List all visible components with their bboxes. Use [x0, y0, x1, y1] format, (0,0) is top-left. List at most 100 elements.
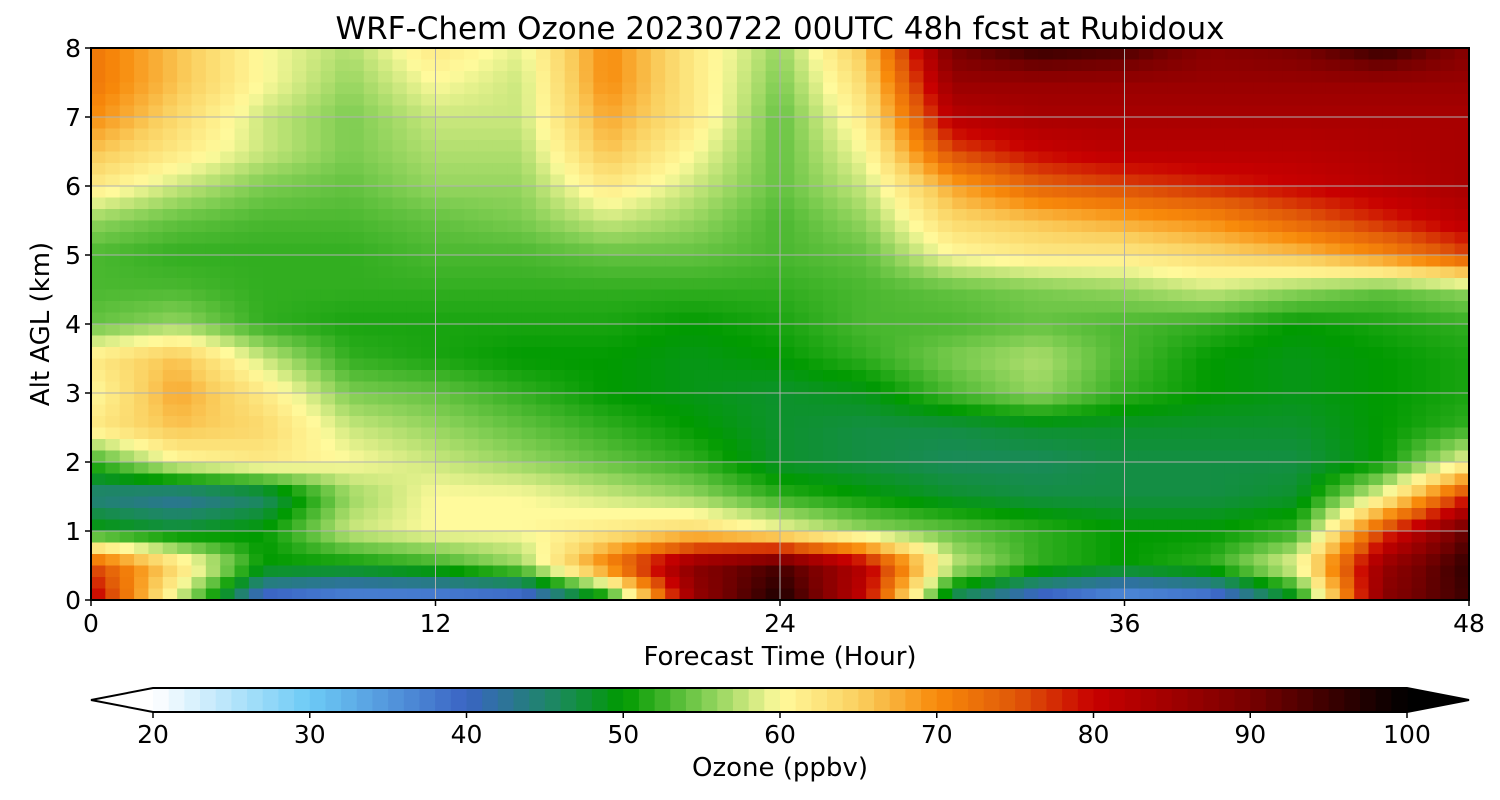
heatmap-cell	[607, 117, 623, 130]
heatmap-cell	[780, 519, 795, 532]
heatmap-cell	[866, 531, 882, 544]
heatmap-cell	[823, 531, 839, 544]
heatmap-cell	[1397, 174, 1413, 187]
heatmap-cell	[177, 163, 193, 176]
heatmap-cell	[593, 565, 609, 578]
heatmap-cell	[823, 174, 839, 187]
heatmap-cell	[177, 232, 193, 245]
heatmap-cell	[1239, 473, 1255, 486]
heatmap-cell	[1296, 324, 1312, 337]
heatmap-cell	[880, 266, 896, 279]
heatmap-cell	[880, 105, 896, 118]
heatmap-cell	[550, 48, 566, 61]
heatmap-cell	[1167, 485, 1183, 498]
heatmap-cell	[837, 266, 853, 279]
heatmap-cell	[622, 151, 638, 164]
heatmap-cell	[966, 117, 982, 130]
heatmap-cell	[1124, 577, 1140, 590]
heatmap-cell	[378, 163, 394, 176]
heatmap-cell	[521, 370, 537, 383]
heatmap-cell	[507, 266, 523, 279]
heatmap-cell	[119, 117, 135, 130]
heatmap-cell	[134, 508, 150, 521]
heatmap-cell	[1282, 82, 1298, 95]
heatmap-cell	[1382, 393, 1398, 406]
heatmap-cell	[736, 565, 752, 578]
heatmap-cell	[837, 243, 853, 256]
heatmap-cell	[162, 48, 178, 61]
heatmap-cell	[1368, 450, 1384, 463]
heatmap-cell	[1167, 232, 1183, 245]
heatmap-cell	[378, 71, 394, 84]
heatmap-cell	[995, 59, 1011, 72]
heatmap-cell	[406, 289, 422, 302]
heatmap-cell	[564, 439, 580, 452]
heatmap-cell	[1411, 312, 1427, 325]
heatmap-cell	[622, 404, 638, 417]
heatmap-cell	[866, 542, 882, 555]
heatmap-cell	[1038, 508, 1054, 521]
heatmap-cell	[1397, 163, 1413, 176]
heatmap-cell	[1081, 151, 1097, 164]
heatmap-cell	[1196, 554, 1212, 567]
heatmap-cell	[923, 519, 939, 532]
heatmap-cell	[722, 462, 738, 475]
heatmap-cell	[1382, 335, 1398, 348]
heatmap-cell	[622, 519, 638, 532]
heatmap-cell	[550, 324, 566, 337]
heatmap-cell	[234, 439, 250, 452]
heatmap-cell	[119, 485, 135, 498]
heatmap-cell	[550, 473, 566, 486]
heatmap-cell	[622, 48, 638, 61]
heatmap-cell	[1411, 531, 1427, 544]
heatmap-cell	[392, 542, 408, 555]
heatmap-cell	[693, 59, 709, 72]
heatmap-cell	[894, 450, 910, 463]
heatmap-cell	[220, 450, 236, 463]
heatmap-cell	[492, 508, 508, 521]
heatmap-cell	[306, 485, 322, 498]
heatmap-cell	[564, 48, 580, 61]
heatmap-cell	[1325, 347, 1341, 360]
heatmap-cell	[1124, 427, 1140, 440]
heatmap-cell	[1038, 485, 1054, 498]
heatmap-cell	[1110, 209, 1126, 222]
heatmap-cell	[1196, 151, 1212, 164]
heatmap-cell	[607, 197, 623, 210]
heatmap-cell	[320, 508, 336, 521]
heatmap-cell	[449, 220, 465, 233]
heatmap-cell	[1325, 473, 1341, 486]
heatmap-cell	[291, 554, 307, 567]
heatmap-cell	[937, 427, 953, 440]
heatmap-cell	[234, 450, 250, 463]
heatmap-cell	[708, 140, 724, 153]
heatmap-cell	[1081, 105, 1097, 118]
heatmap-cell	[191, 140, 207, 153]
heatmap-cell	[722, 508, 738, 521]
heatmap-cell	[105, 416, 121, 429]
heatmap-cell	[162, 381, 178, 394]
heatmap-cell	[1196, 565, 1212, 578]
heatmap-cell	[277, 151, 293, 164]
heatmap-cell	[1440, 243, 1456, 256]
heatmap-cell	[909, 71, 925, 84]
heatmap-cell	[492, 289, 508, 302]
heatmap-cell	[1110, 565, 1126, 578]
heatmap-cell	[177, 381, 193, 394]
heatmap-cell	[909, 209, 925, 222]
heatmap-cell	[679, 588, 695, 600]
heatmap-cell	[1095, 255, 1111, 268]
heatmap-cell	[1024, 48, 1039, 61]
heatmap-cell	[722, 94, 738, 107]
heatmap-cell	[378, 462, 394, 475]
heatmap-cell	[1138, 289, 1154, 302]
heatmap-cell	[464, 450, 480, 463]
heatmap-cell	[291, 473, 307, 486]
heatmap-cell	[306, 266, 322, 279]
heatmap-cell	[622, 289, 638, 302]
heatmap-cell	[1354, 496, 1370, 509]
heatmap-cell	[1210, 174, 1226, 187]
heatmap-cell	[1024, 105, 1039, 118]
heatmap-cell	[1095, 565, 1111, 578]
heatmap-cell	[335, 48, 350, 61]
